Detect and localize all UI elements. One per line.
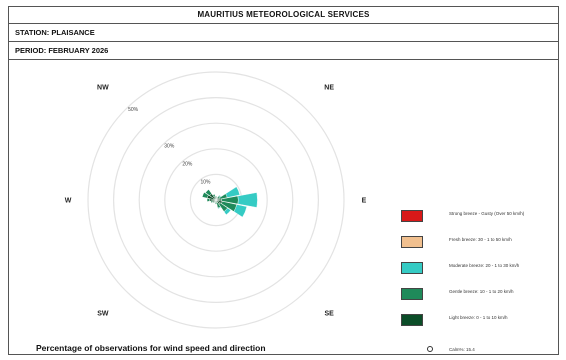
period-label: PERIOD: FEBRUARY 2026 (9, 42, 558, 60)
petal-ese-2 (233, 204, 248, 218)
ring-labels: 10% 20% 30% 50% (128, 107, 211, 185)
ring-label: 50% (128, 107, 139, 113)
grid-ring (112, 96, 320, 304)
petal-wsw-1 (210, 200, 214, 204)
petal-ene-2 (225, 186, 241, 198)
ring-label: 20% (182, 161, 193, 167)
petal-w-1 (206, 198, 210, 202)
report-title: MAURITIUS METEOROLOGICAL SERVICES (9, 7, 558, 24)
ring-label: 10% (200, 179, 211, 185)
legend-label-gentle: Gentle breeze: 10 - 1 to 20 km/h (449, 289, 514, 294)
legend-label-light: Light breeze: 0 - 1 to 10 km/h (449, 315, 508, 320)
grid-ring (138, 122, 294, 278)
chart-caption: Percentage of observations for wind spee… (36, 343, 266, 353)
petal-n-1 (215, 195, 217, 198)
legend-label-fresh: Fresh breeze: 30 - 1 to 50 km/h (449, 237, 512, 242)
petal-se-2 (223, 207, 232, 216)
station-label: STATION: PLAISANCE (9, 24, 558, 42)
legend-label-calm: Calm%: 15.4 (449, 347, 475, 352)
compass-label-nw: NW (97, 84, 109, 91)
calm-circle-icon (427, 346, 433, 352)
legend-item-fresh: Fresh breeze: 30 - 1 to 50 km/h (401, 236, 561, 250)
grid-ring (164, 148, 268, 252)
legend-swatch-moderate (401, 262, 423, 274)
legend-label-moderate: Moderate breeze: 20 - 1 to 30 km/h (449, 263, 520, 268)
ring-label: 30% (164, 143, 175, 149)
wind-rose-area: 10%20%30%50% NNEESESSWWNW Strong breeze … (9, 50, 561, 353)
petal-sse-2 (217, 206, 222, 209)
compass-label-sw: SW (97, 311, 109, 318)
report-frame: MAURITIUS METEOROLOGICAL SERVICES STATIO… (8, 6, 559, 355)
petal-e-2 (237, 192, 258, 208)
legend-item-moderate: Moderate breeze: 20 - 1 to 30 km/h (401, 262, 561, 276)
grid-rings (87, 71, 345, 329)
legend-swatch-light (401, 314, 423, 326)
legend-swatch-fresh (401, 236, 423, 248)
legend-item-strong: Strong breeze - Gusty (Over 50 km/h) (401, 210, 561, 224)
wind-rose-chart: 10%20%30%50% NNEESESSWWNW (65, 50, 367, 353)
compass-label-w: W (65, 198, 72, 205)
grid-ring (87, 71, 345, 329)
petal-wnw-1 (201, 192, 209, 199)
wind-petals (201, 186, 258, 218)
compass-label-ne: NE (324, 84, 334, 91)
legend-item-light: Light breeze: 0 - 1 to 10 km/h (401, 314, 561, 328)
legend-swatch-gentle (401, 288, 423, 300)
legend-item-gentle: Gentle breeze: 10 - 1 to 20 km/h (401, 288, 561, 302)
legend-swatch-strong (401, 210, 423, 222)
petal-nw-1 (205, 189, 212, 196)
legend-item-calm: Calm%: 15.4 (401, 346, 561, 360)
petal-nnw-1 (212, 194, 216, 198)
legend-label-strong: Strong breeze - Gusty (Over 50 km/h) (449, 211, 525, 216)
compass-label-se: SE (324, 311, 334, 318)
compass-label-e: E (362, 198, 367, 205)
